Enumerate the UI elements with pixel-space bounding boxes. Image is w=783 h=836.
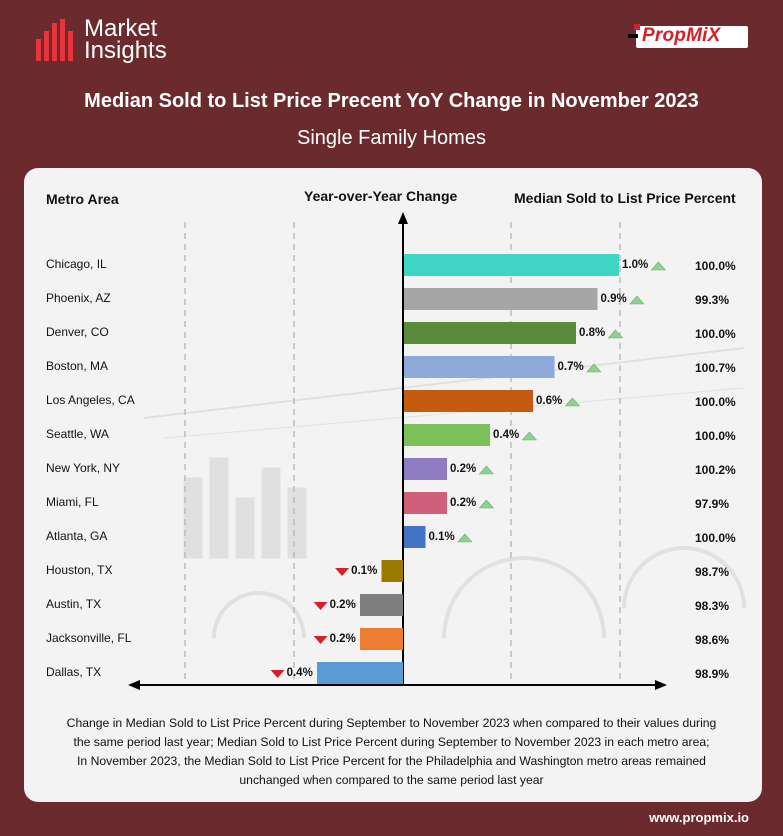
median-percent-value: 98.9% <box>695 667 730 681</box>
median-percent-value: 98.7% <box>695 565 730 579</box>
chart-card <box>24 168 762 802</box>
bar-0 <box>404 254 619 276</box>
bar-value-label: 0.4% <box>493 429 520 441</box>
up-triangle-icon <box>650 261 667 271</box>
up-triangle-icon <box>478 465 495 475</box>
median-percent-value: 97.9% <box>695 497 730 511</box>
page-subtitle: Single Family Homes <box>297 127 486 149</box>
up-triangle-icon <box>629 295 645 305</box>
metro-label: Boston, MA <box>46 359 109 373</box>
median-percent-value: 100.0% <box>695 259 736 273</box>
bar-value-label: 0.7% <box>557 361 584 373</box>
up-triangle-icon <box>457 533 473 543</box>
up-triangle-icon <box>607 329 624 339</box>
chart-bars <box>270 254 667 684</box>
bar-8 <box>404 526 426 548</box>
up-triangle-icon <box>478 499 495 509</box>
bar-value-label: 0.2% <box>329 599 356 611</box>
median-percent-value: 98.3% <box>695 599 730 613</box>
median-percent-value: 100.7% <box>695 361 736 375</box>
down-triangle-icon <box>313 602 328 610</box>
bar-2 <box>404 322 576 344</box>
bar-value-label: 0.1% <box>428 531 455 543</box>
logo-text-line1: Market <box>84 15 158 42</box>
down-triangle-icon <box>313 636 328 644</box>
chart-axes <box>128 212 667 690</box>
logo-text: Market Insights <box>84 15 167 64</box>
footnote-line1: Change in Median Sold to List Price Perc… <box>66 716 717 730</box>
background-decoration <box>143 347 746 639</box>
median-percent-header: Median Sold to List Price Percent <box>514 190 736 206</box>
bar-value-label: 0.9% <box>600 293 627 305</box>
metro-label: Dallas, TX <box>46 665 102 679</box>
footnote: Change in Median Sold to List Price Perc… <box>40 714 743 790</box>
metro-label: Phoenix, AZ <box>46 291 111 305</box>
up-triangle-icon <box>521 431 538 441</box>
down-triangle-icon <box>335 568 350 576</box>
x-axis-arrow-left <box>128 680 140 690</box>
yoy-change-header: Year-over-Year Change <box>304 188 458 204</box>
bar-value-label: 0.2% <box>450 497 477 509</box>
metro-label: Denver, CO <box>46 325 109 339</box>
median-percent-value: 98.6% <box>695 633 730 647</box>
bar-4 <box>404 390 533 412</box>
metro-label: Atlanta, GA <box>46 529 108 543</box>
bar-value-label: 0.4% <box>286 667 313 679</box>
metro-label: Houston, TX <box>46 563 113 577</box>
median-percent-value: 100.0% <box>695 395 736 409</box>
bar-value-label: 0.2% <box>450 463 477 475</box>
website-url[interactable]: www.propmix.io <box>649 810 749 825</box>
metro-label: Jacksonville, FL <box>46 631 132 645</box>
bar-value-label: 0.8% <box>579 327 606 339</box>
bar-9 <box>381 560 403 582</box>
metro-area-header: Metro Area <box>46 191 119 207</box>
market-insights-logo: Market Insights <box>36 15 167 64</box>
bar-7 <box>404 492 447 514</box>
bar-5 <box>404 424 490 446</box>
up-triangle-icon <box>586 363 602 373</box>
bar-value-label: 0.1% <box>351 565 378 577</box>
metro-label: Los Angeles, CA <box>46 393 135 407</box>
metro-label: Chicago, IL <box>46 257 107 271</box>
page-title: Median Sold to List Price Precent YoY Ch… <box>84 90 699 112</box>
up-triangle-icon <box>564 397 581 407</box>
bar-3 <box>404 356 555 378</box>
median-percent-value: 100.0% <box>695 429 736 443</box>
footnote-line2: the same period last year; Median Sold t… <box>73 735 710 749</box>
metro-label: Austin, TX <box>46 597 102 611</box>
footnote-line3: In November 2023, the Median Sold to Lis… <box>77 754 706 768</box>
bar-12 <box>317 662 403 684</box>
bar-6 <box>404 458 447 480</box>
footnote-line4: unchanged when compared to the same peri… <box>239 773 544 787</box>
logo-text-line2: Insights <box>84 37 167 64</box>
median-percent-value: 100.0% <box>695 327 736 341</box>
bar-1 <box>404 288 598 310</box>
metro-label: New York, NY <box>46 461 121 475</box>
median-percent-value: 99.3% <box>695 293 730 307</box>
bar-chart-icon <box>36 19 74 61</box>
bar-value-label: 0.2% <box>329 633 356 645</box>
median-percent-value: 100.2% <box>695 463 736 477</box>
down-triangle-icon <box>270 670 285 678</box>
bar-11 <box>360 628 403 650</box>
metro-label: Seattle, WA <box>46 427 109 441</box>
y-axis-arrow-up <box>398 212 408 224</box>
brand-name: PropMiX <box>642 25 721 46</box>
propmix-logo: PropMiX <box>628 22 748 50</box>
bar-value-label: 1.0% <box>622 259 649 271</box>
bar-10 <box>360 594 403 616</box>
bar-value-label: 0.6% <box>536 395 563 407</box>
x-axis-arrow-right <box>655 680 667 690</box>
median-percent-value: 100.0% <box>695 531 736 545</box>
metro-label: Miami, FL <box>46 495 99 509</box>
